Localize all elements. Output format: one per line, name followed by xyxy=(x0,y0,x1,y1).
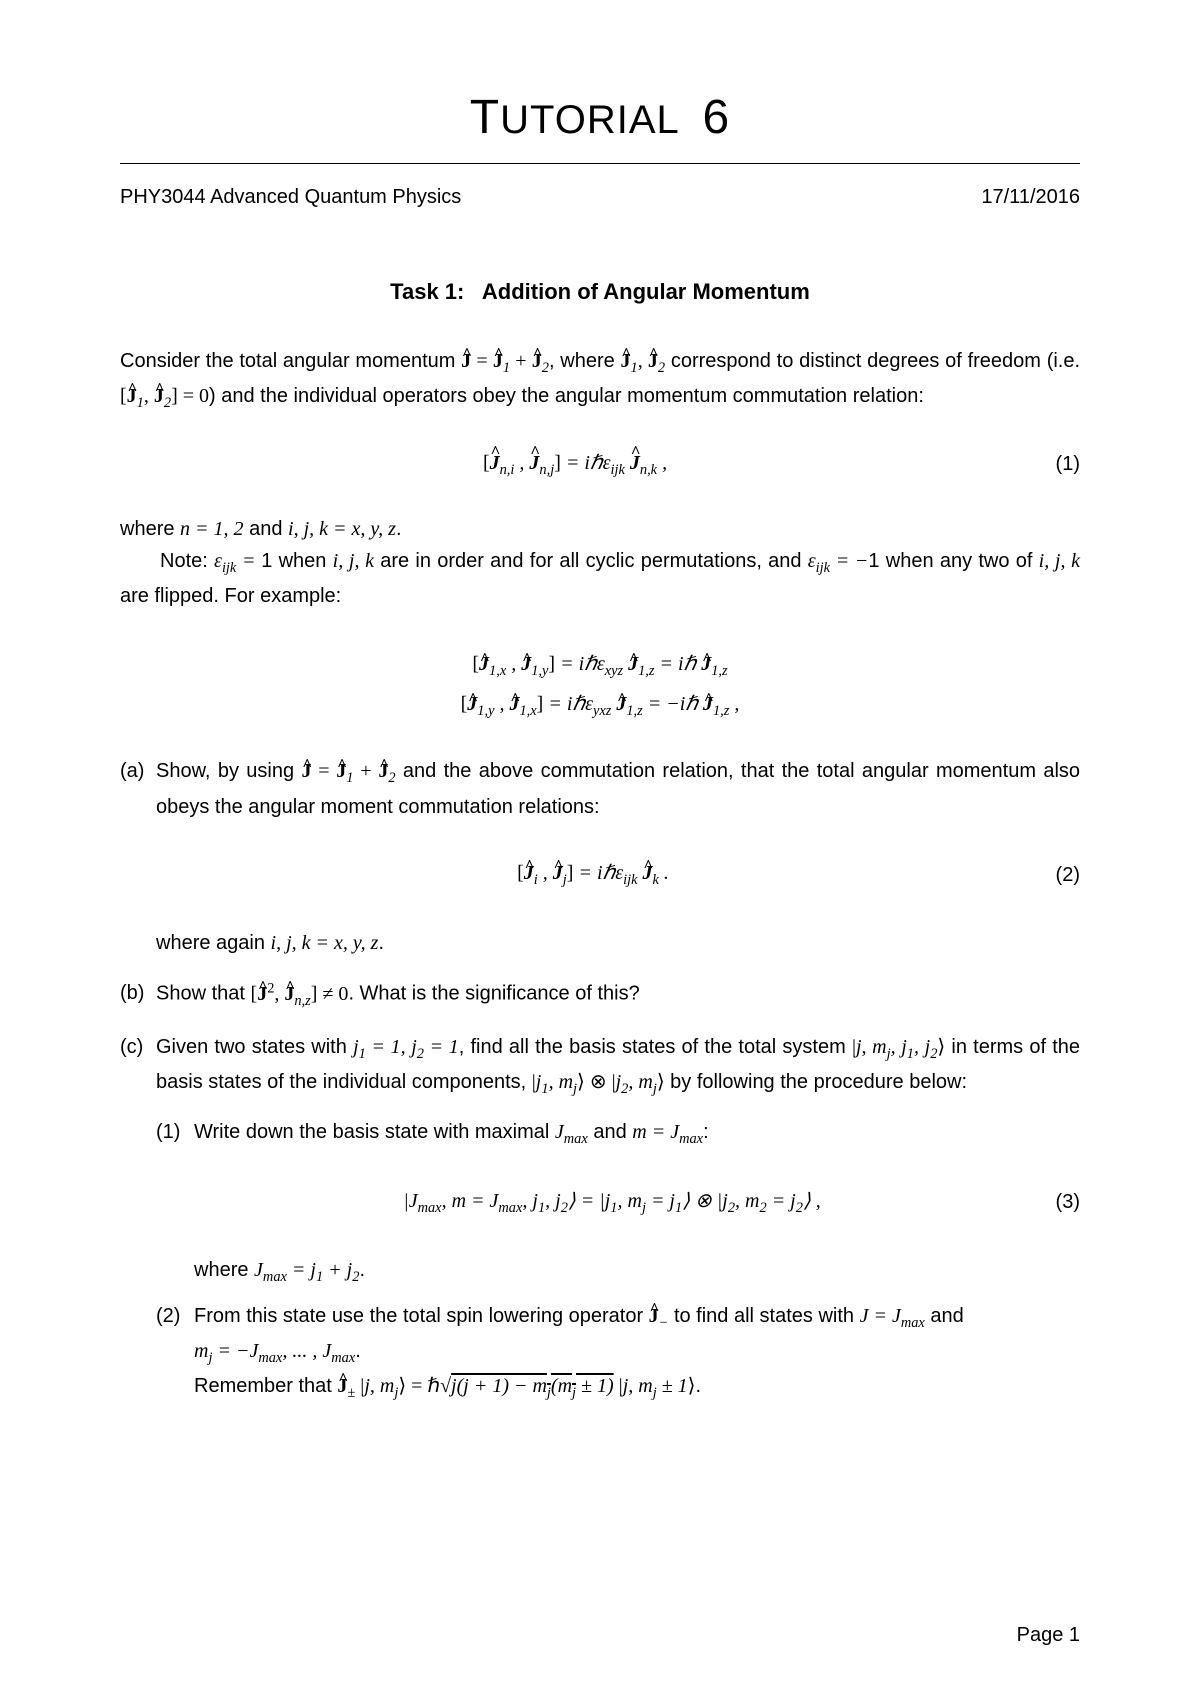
title-rest: UTORIAL xyxy=(500,98,678,142)
text: Given two states with xyxy=(156,1036,353,1058)
text: Show that xyxy=(156,983,251,1005)
content: From this state use the total spin lower… xyxy=(194,1300,1080,1406)
text: when any two of xyxy=(880,550,1039,572)
text: n = 1, 2 xyxy=(180,518,244,540)
marker: (b) xyxy=(120,977,156,1013)
intro-paragraph: Consider the total angular momentum J = … xyxy=(120,345,1080,416)
text: are in order and for all cyclic permutat… xyxy=(374,550,808,572)
text: Remember that xyxy=(194,1375,337,1397)
step-1: (1) Write down the basis state with maxi… xyxy=(156,1116,1080,1290)
equation-number: (1) xyxy=(1030,453,1080,476)
marker: (1) xyxy=(156,1116,194,1290)
marker: (2) xyxy=(156,1300,194,1406)
text: when xyxy=(272,550,332,572)
item-c: (c) Given two states with j1 = 1, j2 = 1… xyxy=(120,1031,1080,1406)
text: Write down the basis state with maximal xyxy=(194,1121,555,1143)
content: Show, by using J = J1 + J2 and the above… xyxy=(156,755,1080,958)
page: TUTORIAL 6 PHY3044 Advanced Quantum Phys… xyxy=(0,0,1200,1697)
equation-number: (2) xyxy=(1030,859,1080,891)
text: Consider the total angular momentum xyxy=(120,350,461,372)
text: correspond to distinct degrees of freedo… xyxy=(665,350,1080,372)
text: where again xyxy=(156,932,271,954)
text: . What is the significance of this? xyxy=(348,983,639,1005)
example-equations: [J1,x , J1,y] = iℏεxyz J1,z = iℏ J1,z [J… xyxy=(120,645,1080,726)
text: From this state use the total spin lower… xyxy=(194,1305,649,1327)
marker: (c) xyxy=(120,1031,156,1406)
equation-body: [Jn,i , Jn,j] = iℏεijk Jn,k , xyxy=(120,450,1030,479)
step-2: (2) From this state use the total spin l… xyxy=(156,1300,1080,1406)
text: where xyxy=(120,518,180,540)
sub-steps: (1) Write down the basis state with maxi… xyxy=(156,1116,1080,1406)
task-list: (a) Show, by using J = J1 + J2 and the a… xyxy=(120,755,1080,1405)
text: ) and the individual operators obey the … xyxy=(209,385,924,407)
document-title: TUTORIAL 6 xyxy=(120,90,1080,145)
text: , find all the basis states of the total… xyxy=(459,1036,852,1058)
title-cap: T xyxy=(470,91,500,144)
item-a: (a) Show, by using J = J1 + J2 and the a… xyxy=(120,755,1080,958)
page-number: Page 1 xyxy=(1017,1624,1080,1647)
text: are flipped. For example: xyxy=(120,585,341,607)
task-name: Addition of Angular Momentum xyxy=(482,279,810,304)
marker: (a) xyxy=(120,755,156,958)
text: where xyxy=(194,1259,254,1281)
date: 17/11/2016 xyxy=(981,186,1080,209)
header-row: PHY3044 Advanced Quantum Physics 17/11/2… xyxy=(120,186,1080,209)
text: Show, by using xyxy=(156,760,301,782)
content: Given two states with j1 = 1, j2 = 1, fi… xyxy=(156,1031,1080,1406)
equation-2: [Ji , Jj] = iℏεijk Jk . (2) xyxy=(156,857,1080,892)
content: Write down the basis state with maximal … xyxy=(194,1116,1080,1290)
title-number: 6 xyxy=(703,91,731,144)
text: and xyxy=(244,518,288,540)
text: Note: xyxy=(160,550,214,572)
equation-3: |Jmax, m = Jmax, j1, j2⟩ = |j1, mj = j1⟩… xyxy=(194,1185,1080,1220)
where-line: where n = 1, 2 and i, j, k = x, y, z. No… xyxy=(120,513,1080,613)
course-code: PHY3044 Advanced Quantum Physics xyxy=(120,186,461,209)
content: Show that [J2, Jn,z] ≠ 0. What is the si… xyxy=(156,977,1080,1013)
text: by following the procedure below: xyxy=(665,1071,967,1093)
task-heading: Task 1: Addition of Angular Momentum xyxy=(120,279,1080,305)
text: , where xyxy=(549,350,621,372)
equation-body: [Ji , Jj] = iℏεijk Jk . xyxy=(156,857,1030,892)
item-b: (b) Show that [J2, Jn,z] ≠ 0. What is th… xyxy=(120,977,1080,1013)
text: i, j, k = x, y, z xyxy=(288,518,396,540)
text: and xyxy=(925,1305,964,1327)
equation-body: |Jmax, m = Jmax, j1, j2⟩ = |j1, mj = j1⟩… xyxy=(194,1185,1030,1220)
equation-number: (3) xyxy=(1030,1186,1080,1218)
horizontal-rule xyxy=(120,163,1080,164)
task-label: Task 1: xyxy=(390,279,464,304)
equation-1: [Jn,i , Jn,j] = iℏεijk Jn,k , (1) xyxy=(120,450,1080,479)
text: to find all states with xyxy=(668,1305,859,1327)
text: and xyxy=(588,1121,632,1143)
